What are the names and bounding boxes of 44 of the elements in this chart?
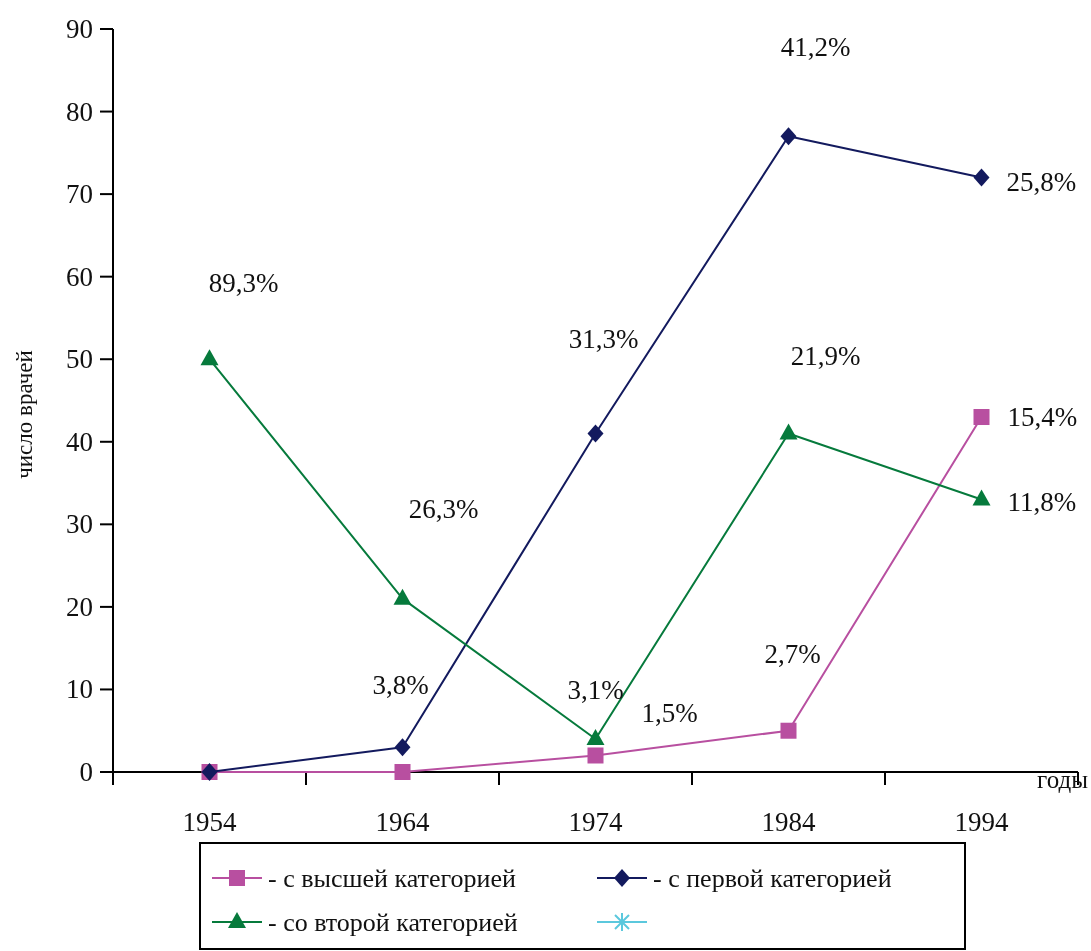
annotation: 25,8% [1006,166,1077,197]
x-tick-label: 1974 [568,807,623,837]
point [393,588,412,605]
y-tick-label: 90 [66,14,93,44]
legend-label: - со второй категорией [268,907,518,937]
point [780,127,797,146]
point [972,489,991,506]
annotation: 41,2% [780,32,851,63]
annotation: 26,3% [408,493,479,524]
x-axis-title: годы [1037,766,1089,793]
point [973,409,990,426]
x-tick-label: 1954 [182,807,237,837]
annotation: 3,8% [372,670,429,701]
point [200,349,219,366]
x-tick-label: 1984 [761,807,816,837]
y-tick-label: 0 [79,757,93,787]
annotation: 21,9% [790,340,861,371]
y-tick-label: 70 [66,179,93,210]
annotation: 11,8% [1007,486,1077,517]
y-tick-label: 80 [66,96,93,127]
y-tick-label: 10 [66,674,93,705]
annotation: 31,3% [568,323,639,354]
annotation: 2,7% [764,638,821,669]
annotation: 15,4% [1007,402,1078,433]
point [587,424,604,443]
y-tick-label: 20 [66,591,93,622]
x-tick-label: 1994 [954,807,1009,837]
legend-label: - с высшей категорией [268,863,516,893]
point [780,722,797,739]
x-tick-label: 1964 [375,807,430,837]
legend-label: - с первой категорией [653,863,892,893]
y-tick-label: 30 [66,509,93,540]
annotation: 89,3% [208,268,279,299]
y-tick-label: 40 [66,426,93,457]
point [973,168,990,187]
y-axis-title: число врачей [11,350,37,479]
y-tick-label: 60 [66,261,93,292]
annotation: 1,5% [641,698,698,729]
point [779,423,798,440]
point [587,747,604,764]
point [394,764,411,780]
annotation: 3,1% [567,674,624,705]
point [394,738,411,757]
y-tick-label: 50 [66,344,93,375]
